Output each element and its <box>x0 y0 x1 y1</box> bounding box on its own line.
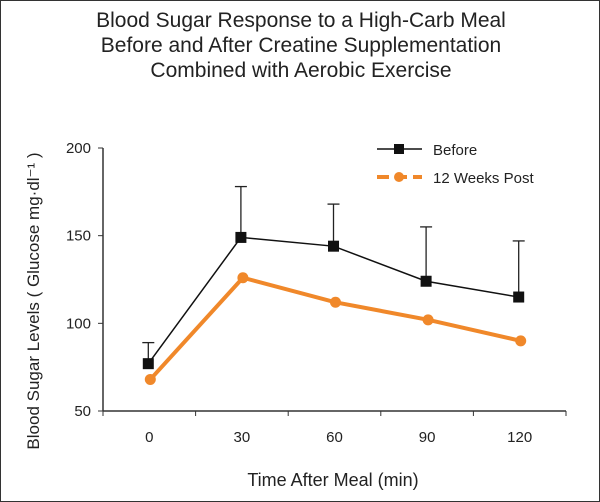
series-line-post <box>148 275 522 381</box>
x-tick-label: 30 <box>234 429 251 446</box>
data-point-post <box>422 314 434 326</box>
x-tick-label: 0 <box>145 429 153 446</box>
x-tick-label: 90 <box>419 429 436 446</box>
y-tick-label: 150 <box>66 228 91 245</box>
data-point-before <box>142 358 154 370</box>
data-point-before <box>420 275 432 287</box>
data-point-before <box>235 231 247 243</box>
data-point-before <box>513 291 525 303</box>
data-point-post <box>237 272 249 284</box>
legend-marker <box>394 144 404 154</box>
title-line-2: Before and After Creatine Supplementatio… <box>100 34 502 57</box>
y-tick-label: 50 <box>74 403 91 420</box>
legend-marker <box>394 172 404 182</box>
legend-label: 12 Weeks Post <box>433 170 534 187</box>
data-point-post <box>330 296 341 308</box>
title-line-3: Combined with Aerobic Exercise <box>150 59 452 82</box>
x-tick-label: 60 <box>326 429 343 446</box>
y-tick-label: 200 <box>66 140 91 157</box>
y-axis-label: Blood Sugar Levels ( Glucose mg·dl⁻¹ ) <box>24 152 43 449</box>
x-tick-label: 120 <box>507 429 532 446</box>
data-point-post <box>144 373 156 385</box>
x-axis-label: Time After Meal (min) <box>247 470 418 490</box>
title-line-1: Blood Sugar Response to a High-Carb Meal <box>96 9 506 32</box>
chart-title: Blood Sugar Response to a High-Carb Meal… <box>1 8 599 83</box>
data-point-post <box>515 335 527 347</box>
legend-label: Before <box>433 142 477 159</box>
data-point-before <box>328 240 339 252</box>
y-tick-label: 100 <box>66 315 91 332</box>
